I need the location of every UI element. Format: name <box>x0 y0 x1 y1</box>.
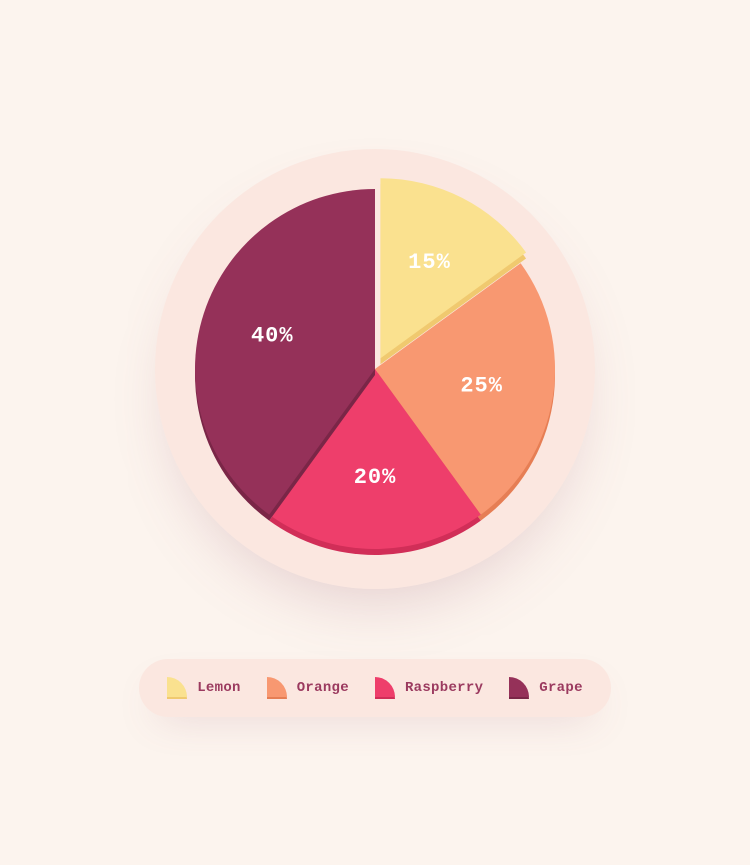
legend-swatch-icon <box>167 677 189 699</box>
legend-swatch-icon <box>509 677 531 699</box>
pie-chart: 15% 25% 20% 40% <box>195 189 555 549</box>
legend-label: Lemon <box>197 680 241 696</box>
legend-swatch-icon <box>375 677 397 699</box>
legend-label: Orange <box>297 680 349 696</box>
pie-slice-label-raspberry: 20% <box>354 464 397 489</box>
pie-slice-label-grape: 40% <box>251 323 294 348</box>
legend-label: Grape <box>539 680 583 696</box>
legend-item-orange: Orange <box>267 677 349 699</box>
legend-swatch-icon <box>267 677 289 699</box>
pie-slice-label-orange: 25% <box>460 373 503 398</box>
pie-slice-label-lemon: 15% <box>408 249 451 274</box>
legend-label: Raspberry <box>405 680 483 696</box>
legend-item-grape: Grape <box>509 677 583 699</box>
legend-item-lemon: Lemon <box>167 677 241 699</box>
legend-item-raspberry: Raspberry <box>375 677 483 699</box>
legend: Lemon Orange Raspberry Grape <box>139 659 611 717</box>
pie-chart-halo: 15% 25% 20% 40% <box>155 149 595 589</box>
